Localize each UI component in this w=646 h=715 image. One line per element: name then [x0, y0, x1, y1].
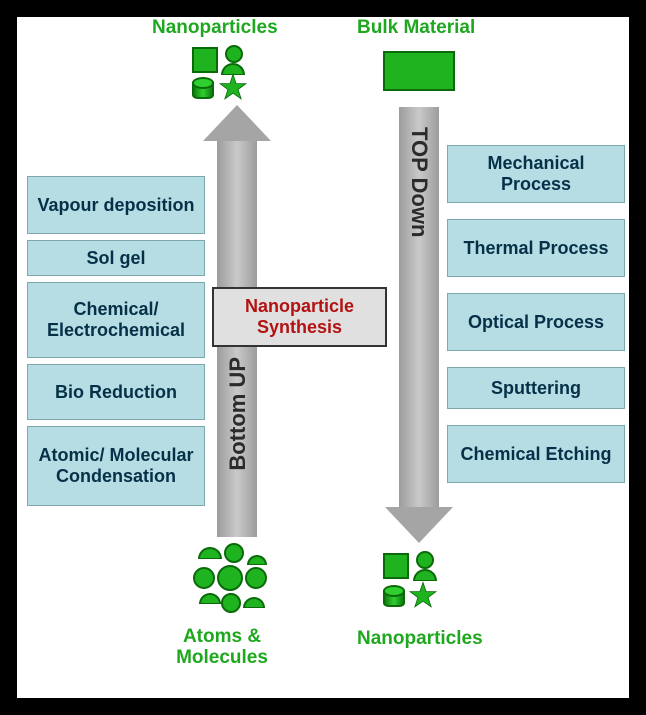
label-bulk-material: Bulk Material — [357, 17, 475, 39]
label-nanoparticles-bottom: Nanoparticles — [357, 629, 483, 650]
left-box-3: Bio Reduction — [27, 364, 205, 420]
label-atoms-molecules: Atoms & Molecules — [157, 627, 287, 669]
top-down-arrow-head — [385, 507, 453, 543]
right-box-4: Chemical Etching — [447, 425, 625, 483]
label-nanoparticles-top: Nanoparticles — [152, 17, 278, 39]
left-box-1: Sol gel — [27, 240, 205, 276]
center-synthesis-text: Nanoparticle Synthesis — [214, 296, 385, 337]
right-box-2: Optical Process — [447, 293, 625, 351]
right-box-1: Thermal Process — [447, 219, 625, 277]
top-down-arrow-label: TOP Down — [406, 127, 432, 237]
right-box-3: Sputtering — [447, 367, 625, 409]
bottom-up-arrow-label: Bottom UP — [225, 357, 251, 471]
diagram-canvas: Nanoparticles Bulk Material Bottom UP TO… — [14, 14, 632, 701]
left-box-0: Vapour deposition — [27, 176, 205, 234]
right-box-0: Mechanical Process — [447, 145, 625, 203]
left-box-4: Atomic/ Molecular Condensation — [27, 426, 205, 506]
bottom-up-arrow-head — [203, 105, 271, 141]
left-box-2: Chemical/ Electrochemical — [27, 282, 205, 358]
center-synthesis-box: Nanoparticle Synthesis — [212, 287, 387, 347]
